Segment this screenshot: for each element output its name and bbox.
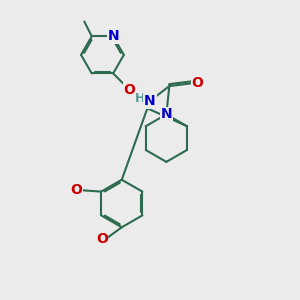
Text: O: O xyxy=(192,76,203,90)
Text: H: H xyxy=(135,92,146,105)
Text: N: N xyxy=(107,29,119,44)
Text: O: O xyxy=(96,232,108,246)
Text: O: O xyxy=(124,83,135,97)
Text: N: N xyxy=(144,94,156,108)
Text: N: N xyxy=(160,107,172,121)
Text: O: O xyxy=(70,183,82,197)
